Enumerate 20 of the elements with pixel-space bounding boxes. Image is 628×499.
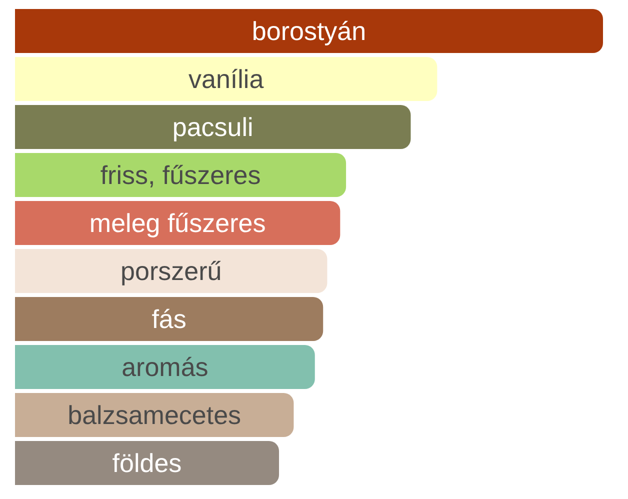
y-tick-label: vanília — [188, 64, 264, 94]
bar — [15, 105, 411, 149]
y-tick-label: meleg fűszeres — [89, 208, 266, 238]
bar — [15, 345, 315, 389]
y-tick-label: aromás — [122, 352, 208, 382]
bar — [15, 249, 328, 293]
bar — [15, 153, 346, 197]
bar — [15, 201, 340, 245]
bar — [15, 393, 294, 437]
y-tick-label: pacsuli — [172, 112, 254, 142]
bar — [15, 297, 324, 341]
y-tick-label: friss, fűszeres — [100, 160, 261, 190]
y-tick-label: földes — [112, 448, 182, 478]
bar — [15, 9, 603, 53]
bar — [15, 57, 438, 101]
y-tick-label: fás — [152, 304, 186, 334]
bar — [15, 441, 280, 485]
y-tick-label: porszerű — [120, 256, 222, 286]
y-tick-label: balzsamecetes — [68, 400, 242, 430]
y-tick-label: borostyán — [252, 16, 366, 46]
